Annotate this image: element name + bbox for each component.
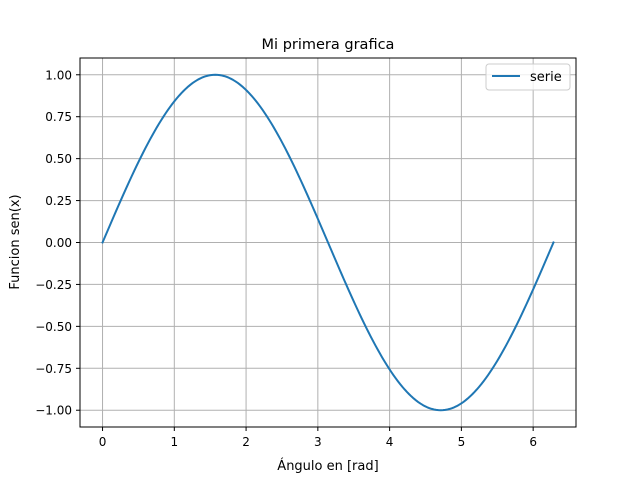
- y-tick-label: −0.25: [35, 278, 72, 292]
- legend-label-serie: serie: [530, 70, 562, 85]
- ticks: 0 1 2 3 4 5 6 −1.00 −0.75 −0.50 −0.25 0.00 0.25 0.50 0…: [35, 68, 537, 449]
- x-tick-label: 5: [458, 435, 466, 449]
- x-axis-label: Ángulo en [rad]: [277, 458, 378, 474]
- grid: [80, 58, 576, 427]
- y-tick-label: −0.50: [35, 320, 72, 334]
- chart-title: Mi primera grafica: [262, 37, 395, 53]
- series-line-serie: [101, 73, 555, 412]
- legend-box: [485, 63, 571, 91]
- x-tick-label: 2: [242, 435, 250, 449]
- legend: serie: [485, 63, 571, 91]
- x-tick-label: 0: [99, 435, 107, 449]
- y-tick-label: 1.00: [45, 68, 72, 82]
- x-tick-label: 3: [314, 435, 322, 449]
- y-tick-label: −0.75: [35, 362, 72, 376]
- y-tick-label: 0.75: [45, 110, 72, 124]
- y-axis-label: Funcion sen(x): [8, 194, 23, 289]
- x-tick-label: 1: [170, 435, 178, 449]
- x-tick-label: 6: [529, 435, 537, 449]
- y-tick-label: −1.00: [35, 404, 72, 418]
- x-tick-label: 4: [386, 435, 394, 449]
- y-tick-label: 0.25: [45, 194, 72, 208]
- y-tick-label: 0.00: [45, 236, 72, 250]
- series-layer: [101, 73, 555, 412]
- y-tick-label: 0.50: [45, 152, 72, 166]
